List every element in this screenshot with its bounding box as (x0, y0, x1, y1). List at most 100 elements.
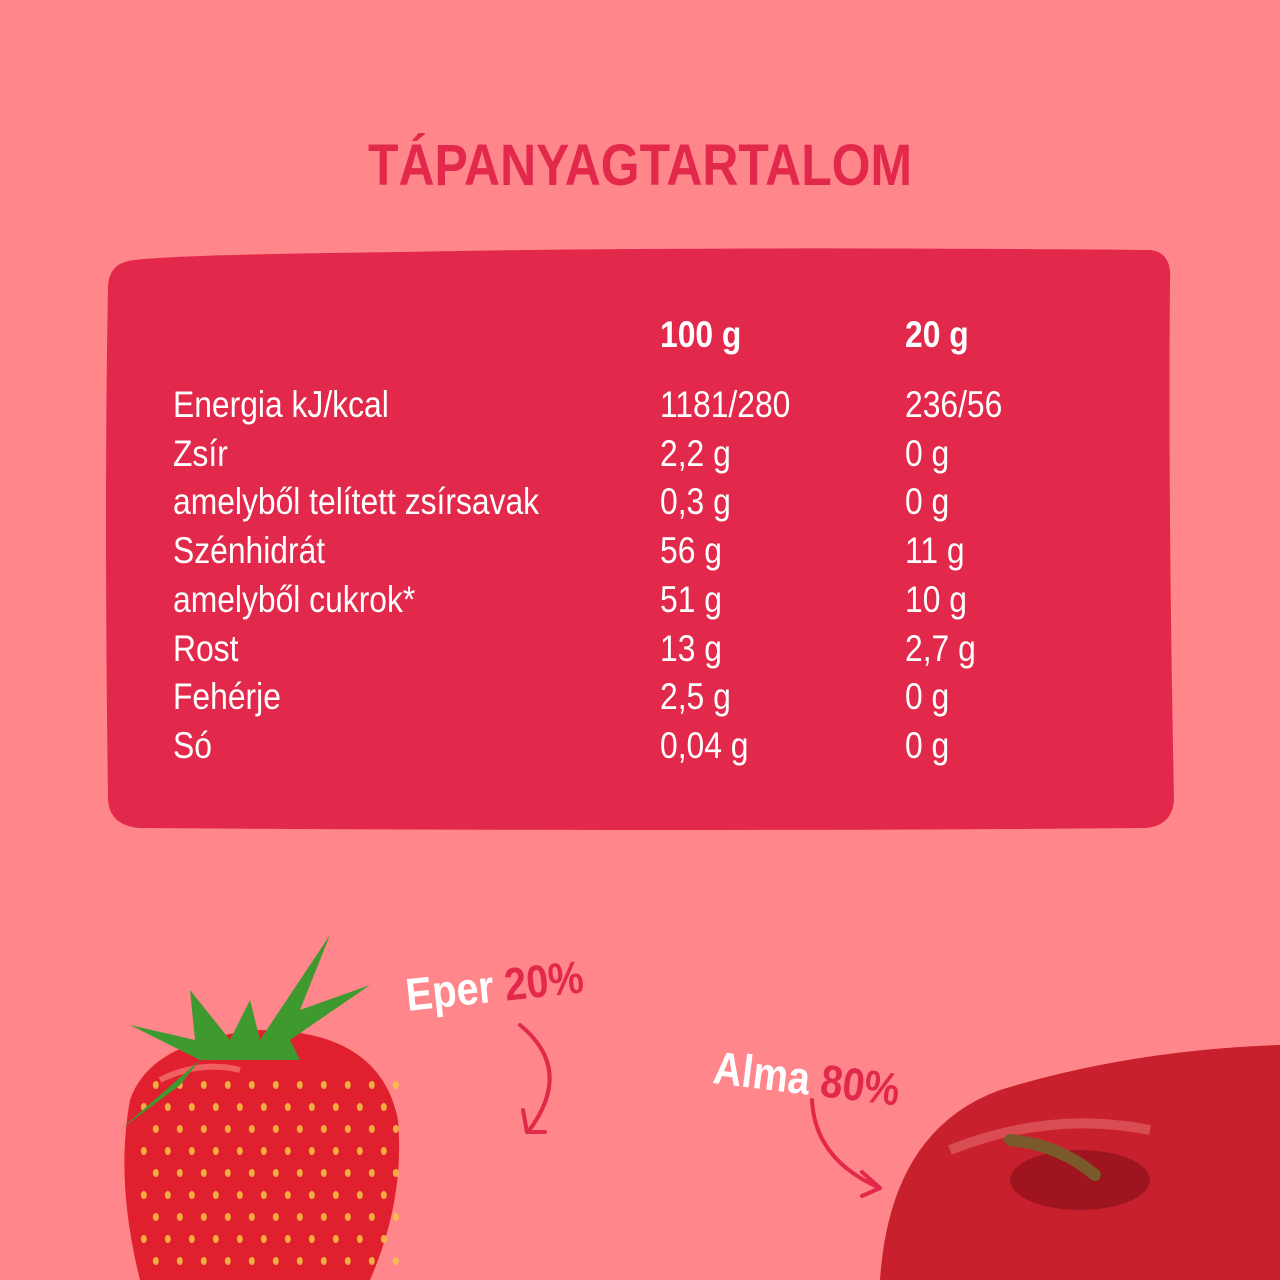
strawberry-seed (356, 1103, 363, 1111)
nutrient-label: Zsír (173, 432, 228, 474)
strawberry-seed (212, 1191, 219, 1199)
strawberry-seed (392, 1081, 399, 1089)
strawberry-seed (296, 1125, 303, 1133)
ingredient-percent: 20% (501, 950, 586, 1011)
strawberry-seed (248, 1081, 255, 1089)
strawberry-seed (284, 1147, 291, 1155)
value-per-20g: 0 g (905, 432, 950, 474)
value-per-20g: 2,7 g (905, 627, 976, 669)
strawberry-seed (356, 1147, 363, 1155)
strawberry-seed (320, 1125, 327, 1133)
nutrient-label: Rost (173, 627, 239, 669)
strawberry-seed (296, 1081, 303, 1089)
strawberry-seed (236, 1235, 243, 1243)
strawberry-seed (272, 1125, 279, 1133)
strawberry-image (120, 935, 400, 1280)
strawberry-seed (320, 1081, 327, 1089)
strawberry-seed (188, 1147, 195, 1155)
strawberry-seed (152, 1257, 159, 1265)
strawberry-seed (344, 1213, 351, 1221)
strawberry-seed (200, 1169, 207, 1177)
strawberry-seed (284, 1191, 291, 1199)
value-per-20g: 0 g (905, 481, 950, 523)
strawberry-seed (260, 1191, 267, 1199)
strawberry-seed (248, 1125, 255, 1133)
strawberry-seed (332, 1235, 339, 1243)
strawberry-seed (200, 1257, 207, 1265)
page-title: TÁPANYAGTARTALOM (367, 133, 913, 198)
strawberry-seed (188, 1103, 195, 1111)
strawberry-seed (164, 1235, 171, 1243)
strawberry-seed (368, 1213, 375, 1221)
strawberry-seed (356, 1191, 363, 1199)
strawberry-seed (380, 1235, 387, 1243)
strawberry-seed (356, 1235, 363, 1243)
strawberry-seed (332, 1147, 339, 1155)
strawberry-seed (188, 1191, 195, 1199)
strawberry-seed (176, 1213, 183, 1221)
strawberry-seed (344, 1081, 351, 1089)
value-per-20g: 0 g (905, 724, 950, 766)
strawberry-seed (296, 1169, 303, 1177)
column-header-100g: 100 g (660, 314, 742, 355)
strawberry-seed (140, 1235, 147, 1243)
strawberry-seed (224, 1125, 231, 1133)
strawberry-seed (200, 1081, 207, 1089)
strawberry-seed (224, 1257, 231, 1265)
value-per-100g: 0,04 g (660, 724, 749, 766)
strawberry-seed (248, 1257, 255, 1265)
value-per-20g: 0 g (905, 676, 950, 718)
strawberry-seed (368, 1081, 375, 1089)
strawberry-seed (200, 1213, 207, 1221)
value-per-20g: 11 g (905, 530, 965, 572)
strawberry-seed (344, 1125, 351, 1133)
strawberry-seed (224, 1081, 231, 1089)
nutrient-label: Só (173, 724, 212, 766)
strawberry-seed (212, 1103, 219, 1111)
strawberry-seed (176, 1257, 183, 1265)
strawberry-seed (176, 1125, 183, 1133)
nutrient-label: Energia kJ/kcal (173, 384, 389, 425)
strawberry-seed (392, 1257, 399, 1265)
strawberry-seed (164, 1103, 171, 1111)
ingredient-name: Alma (710, 1041, 814, 1105)
strawberry-seed (344, 1169, 351, 1177)
strawberry-seed (308, 1191, 315, 1199)
strawberry-seed (200, 1125, 207, 1133)
nutrient-label: amelyből telített zsírsavak (173, 481, 540, 523)
strawberry-seed (320, 1257, 327, 1265)
value-per-100g: 2,5 g (660, 676, 731, 718)
strawberry-seed (212, 1235, 219, 1243)
strawberry-seed (236, 1147, 243, 1155)
value-per-100g: 13 g (660, 627, 722, 669)
strawberry-seed (260, 1103, 267, 1111)
nutrient-label: Szénhidrát (173, 530, 326, 572)
strawberry-seed (224, 1169, 231, 1177)
strawberry-seed (212, 1147, 219, 1155)
strawberry-seed (140, 1147, 147, 1155)
strawberry-seed (332, 1103, 339, 1111)
strawberry-seed (392, 1213, 399, 1221)
strawberry-seed (164, 1147, 171, 1155)
strawberry-seed (272, 1081, 279, 1089)
strawberry-seed (368, 1257, 375, 1265)
strawberry-seed (164, 1191, 171, 1199)
strawberry-seed (308, 1235, 315, 1243)
strawberry-seed (224, 1213, 231, 1221)
strawberry-seed (140, 1191, 147, 1199)
strawberry-seed (380, 1191, 387, 1199)
strawberry-seed (308, 1103, 315, 1111)
value-per-100g: 1181/280 (660, 384, 791, 425)
strawberry-seed (152, 1169, 159, 1177)
value-per-20g: 236/56 (905, 384, 1003, 425)
value-per-100g: 0,3 g (660, 481, 731, 523)
strawberry-seed (176, 1169, 183, 1177)
strawberry-seed (236, 1103, 243, 1111)
strawberry-seed (368, 1169, 375, 1177)
strawberry-seed (152, 1213, 159, 1221)
strawberry-seed (284, 1235, 291, 1243)
value-per-100g: 2,2 g (660, 432, 731, 474)
strawberry-seed (392, 1125, 399, 1133)
